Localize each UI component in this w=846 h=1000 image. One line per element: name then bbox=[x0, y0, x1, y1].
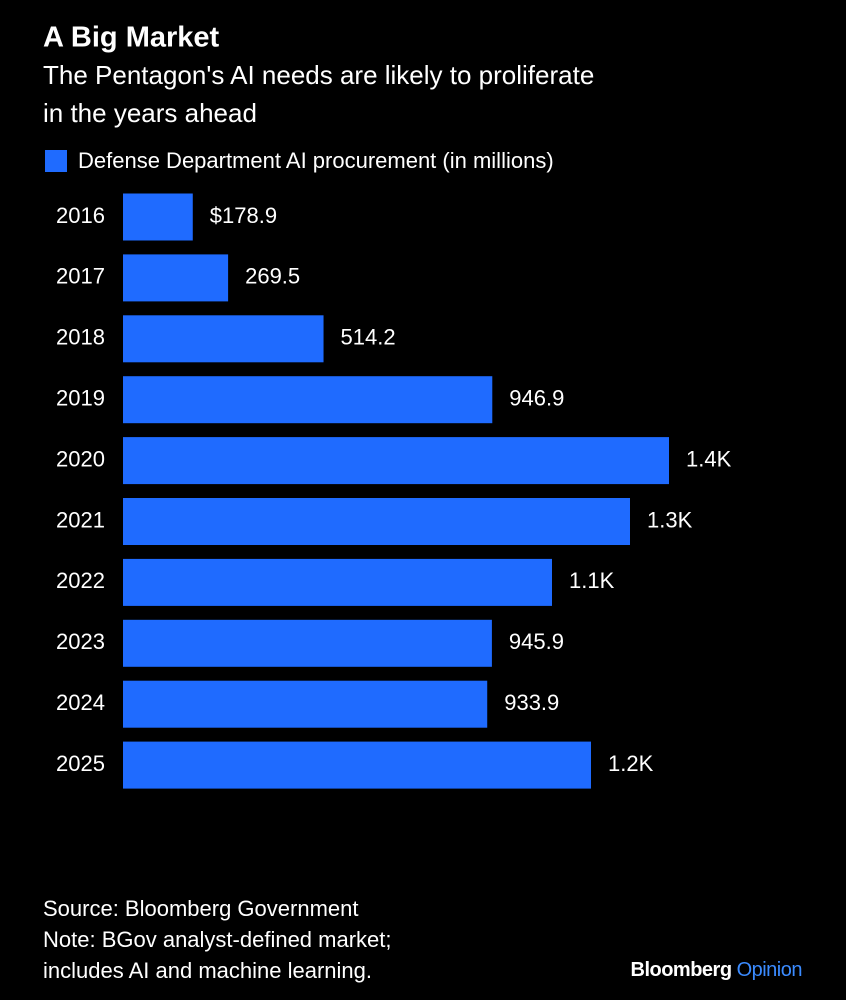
y-tick-label: 2020 bbox=[56, 446, 105, 471]
value-label: 946.9 bbox=[509, 386, 564, 411]
chart-subtitle: The Pentagon's AI needs are likely to pr… bbox=[43, 60, 594, 90]
logo: Bloomberg Opinion bbox=[631, 959, 803, 981]
logo-brand: Bloomberg bbox=[631, 959, 732, 981]
bar bbox=[123, 741, 591, 789]
y-tick-label: 2024 bbox=[56, 690, 105, 715]
bar bbox=[123, 437, 669, 485]
chart-subtitle: in the years ahead bbox=[43, 98, 257, 128]
y-tick-label: 2025 bbox=[56, 751, 105, 776]
bar bbox=[123, 315, 324, 363]
footnote: includes AI and machine learning. bbox=[43, 958, 372, 983]
value-label: 945.9 bbox=[509, 629, 564, 654]
legend-label: Defense Department AI procurement (in mi… bbox=[78, 148, 554, 173]
value-label: 514.2 bbox=[341, 325, 396, 350]
y-tick-label: 2022 bbox=[56, 568, 105, 593]
logo-sub: Opinion bbox=[737, 959, 802, 981]
y-tick-label: 2021 bbox=[56, 507, 105, 532]
footnote: Source: Bloomberg Government bbox=[43, 896, 359, 921]
legend-swatch bbox=[45, 150, 67, 172]
chart-title: A Big Market bbox=[43, 22, 220, 54]
y-tick-label: 2016 bbox=[56, 203, 105, 228]
bar bbox=[123, 376, 493, 424]
bar bbox=[123, 619, 492, 667]
bar bbox=[123, 680, 488, 728]
value-label: 1.2K bbox=[608, 751, 654, 776]
bar bbox=[123, 193, 193, 241]
y-tick-label: 2019 bbox=[56, 386, 105, 411]
value-label: 1.4K bbox=[686, 446, 732, 471]
value-label: $178.9 bbox=[210, 203, 277, 228]
bar bbox=[123, 498, 630, 545]
value-label: 1.3K bbox=[647, 507, 693, 532]
bar bbox=[123, 558, 552, 606]
footnote: Note: BGov analyst-defined market; bbox=[43, 927, 392, 952]
y-tick-label: 2017 bbox=[56, 264, 105, 289]
value-label: 1.1K bbox=[569, 568, 615, 593]
bar bbox=[123, 254, 229, 302]
value-label: 269.5 bbox=[245, 264, 300, 289]
y-tick-label: 2023 bbox=[56, 629, 105, 654]
y-tick-label: 2018 bbox=[56, 325, 105, 350]
value-label: 933.9 bbox=[504, 690, 559, 715]
